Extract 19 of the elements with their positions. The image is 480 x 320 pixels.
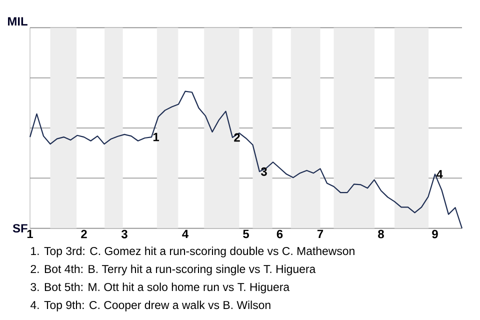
- annotation: 1: [153, 132, 160, 142]
- annotation: 4: [436, 170, 443, 178]
- annotation: 2: [234, 133, 240, 142]
- annotation: 3: [260, 167, 267, 176]
- text: 2. Bot 4th: B. Terry hit a run-scoring single vs T. Higuera: [30, 264, 316, 276]
- x-tick-label: 8: [378, 230, 384, 238]
- x-tick-label: 4: [182, 230, 189, 238]
- text: 4. Top 9th: C. Cooper drew a walk vs B. Wilson: [30, 300, 270, 312]
- x-tick-label: 5: [243, 230, 249, 238]
- text: SF: [12, 224, 28, 233]
- x-tick-label: 7: [317, 230, 324, 238]
- x-tick-label: 6: [276, 230, 283, 238]
- text: 1. Top 3rd: C. Gomez hit a run-scoring double vs C. Mathewson: [31, 246, 354, 258]
- x-tick-label: 2: [81, 230, 87, 238]
- x-tick-label: 9: [432, 230, 438, 238]
- text: 3. Bot 5th: M. Ott hit a solo home run vs T. Higuera: [30, 282, 290, 294]
- text: MIL: [8, 17, 28, 26]
- x-tick-label: 3: [121, 230, 128, 238]
- x-tick-label: 1: [27, 230, 33, 238]
